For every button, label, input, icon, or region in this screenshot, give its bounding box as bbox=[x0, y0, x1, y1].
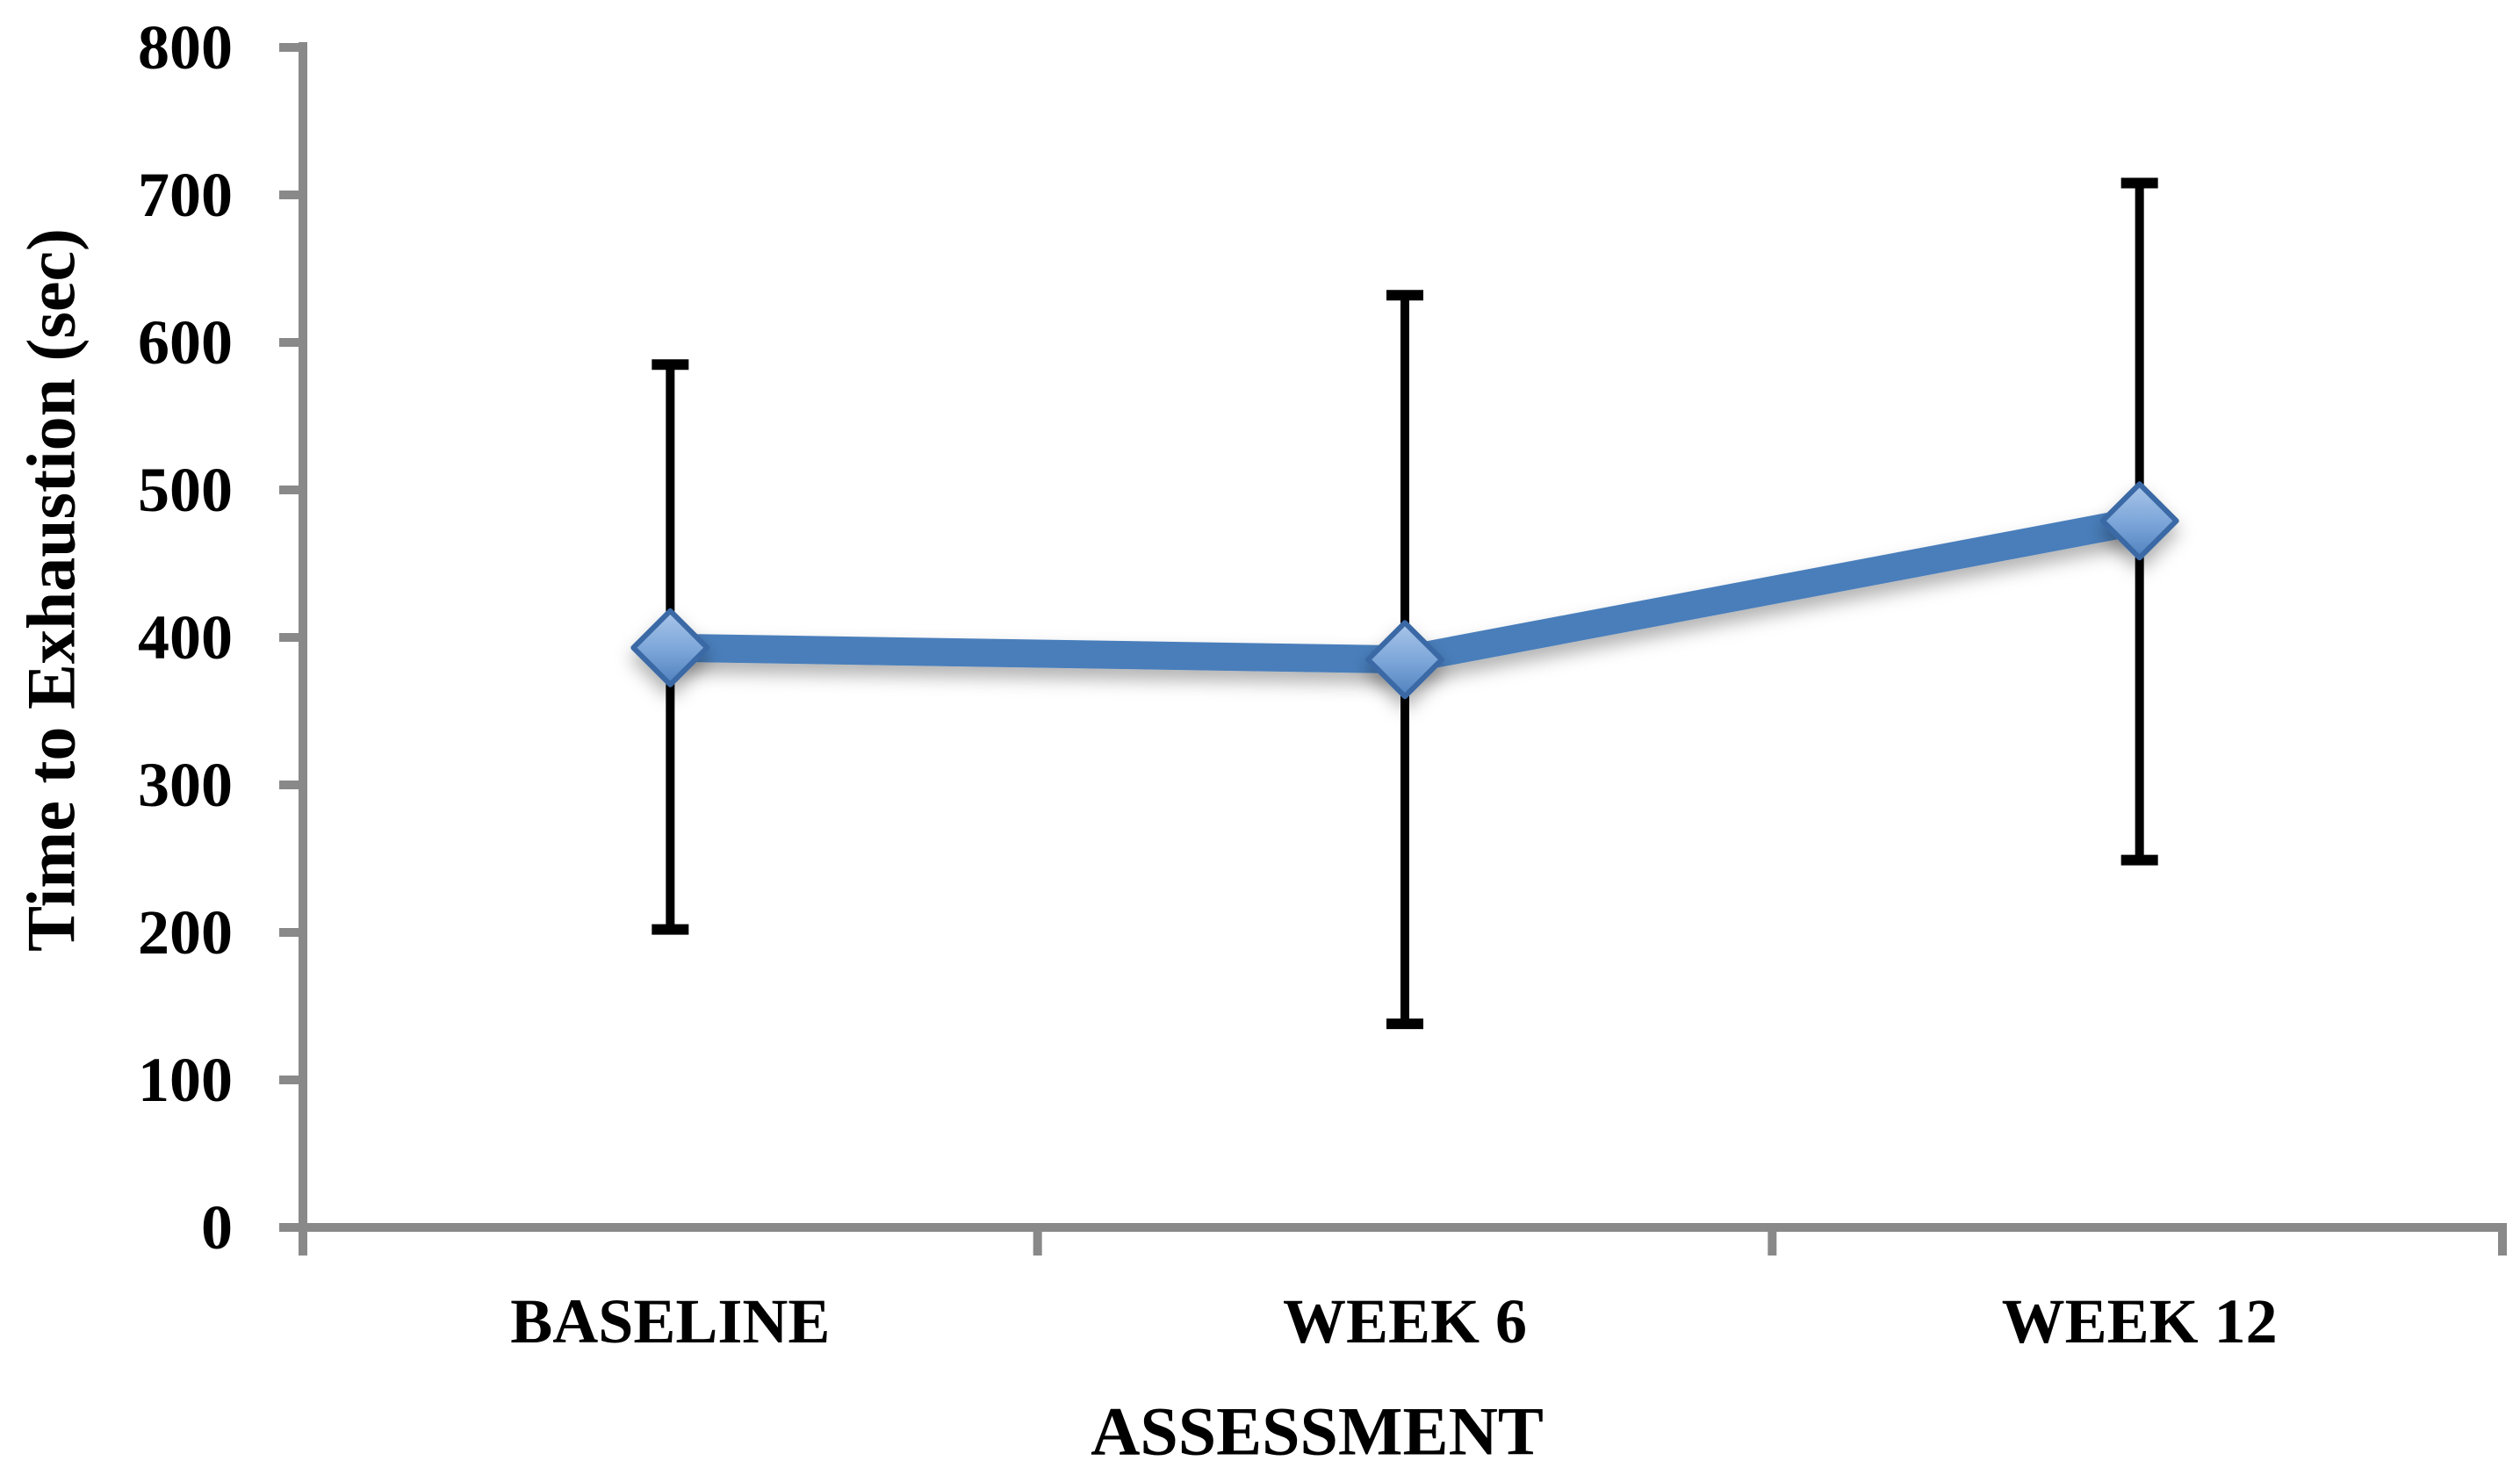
x-category-label-week-6: WEEK 6 bbox=[1283, 1286, 1527, 1356]
y-tick-label-500: 500 bbox=[138, 455, 233, 525]
marker-week-6 bbox=[1365, 620, 1444, 700]
x-axis-category-labels: BASELINE WEEK 6 WEEK 12 bbox=[510, 1286, 2277, 1356]
marker-baseline bbox=[630, 608, 710, 687]
y-tick-label-100: 100 bbox=[138, 1045, 233, 1115]
axes bbox=[279, 42, 2507, 1256]
y-tick-label-0: 0 bbox=[201, 1192, 233, 1263]
y-tick-label-200: 200 bbox=[138, 897, 233, 968]
y-axis-title: Time to Exhaustion (sec) bbox=[13, 228, 90, 952]
x-category-label-week-12: WEEK 12 bbox=[2002, 1286, 2278, 1356]
y-tick-label-300: 300 bbox=[138, 750, 233, 820]
y-tick-label-700: 700 bbox=[138, 160, 233, 230]
y-tick-label-400: 400 bbox=[138, 602, 233, 673]
error-bars bbox=[652, 177, 2158, 1030]
data-markers bbox=[630, 481, 2179, 700]
marker-week-12 bbox=[2099, 481, 2179, 561]
x-axis-title: ASSESSMENT bbox=[1091, 1393, 1544, 1470]
y-tick-label-800: 800 bbox=[138, 12, 233, 83]
y-tick-label-600: 600 bbox=[138, 307, 233, 378]
y-axis-ticks: 0 100 200 300 400 500 600 700 800 bbox=[138, 12, 303, 1263]
x-category-label-baseline: BASELINE bbox=[510, 1286, 830, 1356]
